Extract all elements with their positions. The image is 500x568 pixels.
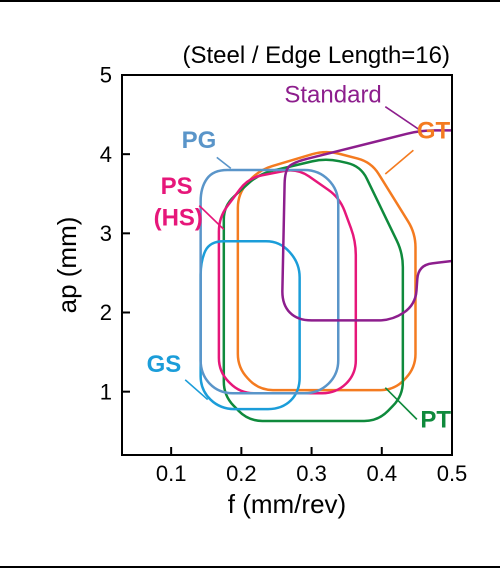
chart-container: 0.1 0.2 0.3 0.4 0.5 1 2 3 4 5 f (mm/rev) ap (mm) (St… xyxy=(50,25,470,535)
xtick-label: 0.2 xyxy=(226,461,257,486)
label-standard: Standard xyxy=(284,82,381,109)
xtick-label: 0.4 xyxy=(366,461,397,486)
ytick-label: 2 xyxy=(100,300,112,325)
label-gt: GT xyxy=(417,117,451,144)
label-pt: PT xyxy=(420,406,451,433)
label-gs: GS xyxy=(147,351,182,378)
top-rule xyxy=(0,0,500,2)
x-axis-label: f (mm/rev) xyxy=(228,489,346,519)
ytick-label: 4 xyxy=(100,142,112,167)
label2-ps: (HS) xyxy=(154,204,203,231)
y-axis-label: ap (mm) xyxy=(52,217,82,314)
chart-svg: 0.1 0.2 0.3 0.4 0.5 1 2 3 4 5 f (mm/rev) ap (mm) (St… xyxy=(50,25,470,535)
label-pg: PG xyxy=(182,127,217,154)
ytick-label: 3 xyxy=(100,221,112,246)
ytick-label: 5 xyxy=(100,63,112,88)
ytick-label: 1 xyxy=(100,379,112,404)
xtick-label: 0.1 xyxy=(156,461,187,486)
label-ps: PS xyxy=(161,173,193,200)
xtick-label: 0.5 xyxy=(437,461,468,486)
chart-subtitle: (Steel / Edge Length=16) xyxy=(182,42,450,69)
page: 0.1 0.2 0.3 0.4 0.5 1 2 3 4 5 f (mm/rev) ap (mm) (St… xyxy=(0,0,500,568)
xtick-label: 0.3 xyxy=(296,461,327,486)
